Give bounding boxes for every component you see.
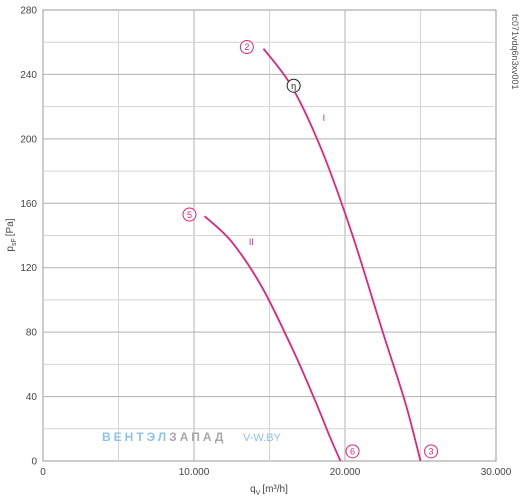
marker-circle [345,444,360,459]
curve-label: II [249,237,254,247]
watermark-part1: ВЕНТЭЛ [102,430,169,444]
tick-labels: 0 10.000 20.000 30.000 0 40 80 120 160 200 240 280 [20,6,511,479]
y-axis-label: psF[Pa] [5,218,18,251]
y-tick-label: 40 [26,392,38,403]
x-tick-label: 20.000 [330,467,361,478]
y-tick-label: 0 [31,457,37,468]
curve-labels: III [249,113,325,247]
marker-2: 2 [239,40,254,55]
y-tick-label: 280 [20,6,37,17]
y-tick-label: 80 [26,328,38,339]
svg-text:ВЕНТЭЛЗАПАД: ВЕНТЭЛЗАПАД [102,430,226,444]
marker-η: η [286,78,301,93]
marker-circle [182,207,197,222]
marker-label: 3 [429,447,434,457]
markers: 2 η 3 5 6 [182,40,439,459]
y-tick-label: 160 [20,199,37,210]
y-tick-label: 120 [20,263,37,274]
y-tick-label: 200 [20,134,37,145]
marker-5: 5 [182,207,197,222]
marker-label: 2 [244,42,249,52]
watermark-part2: ЗАПАД [169,430,226,444]
marker-circle [239,40,254,55]
marker-label: 6 [350,447,355,457]
series-line-2 [203,215,342,462]
y-tick-label: 240 [20,70,37,81]
x-tick-label: 30.000 [481,467,512,478]
x-tick-label: 10.000 [179,467,210,478]
watermark: ВЕНТЭЛЗАПАД V-W.BY [102,430,282,444]
marker-circle [424,444,439,459]
x-tick-label: 0 [40,467,46,478]
marker-6: 6 [345,444,360,459]
x-axis-label: qV [m³/h] [250,484,288,497]
curve-label: I [323,113,326,123]
watermark-site: V-W.BY [243,432,282,444]
marker-3: 3 [424,444,439,459]
chart-code-label: fc071vdq6n3xv001 [510,14,520,90]
marker-label: η [291,81,296,91]
grid [43,10,496,461]
marker-label: 5 [187,210,192,220]
marker-circle [286,78,301,93]
